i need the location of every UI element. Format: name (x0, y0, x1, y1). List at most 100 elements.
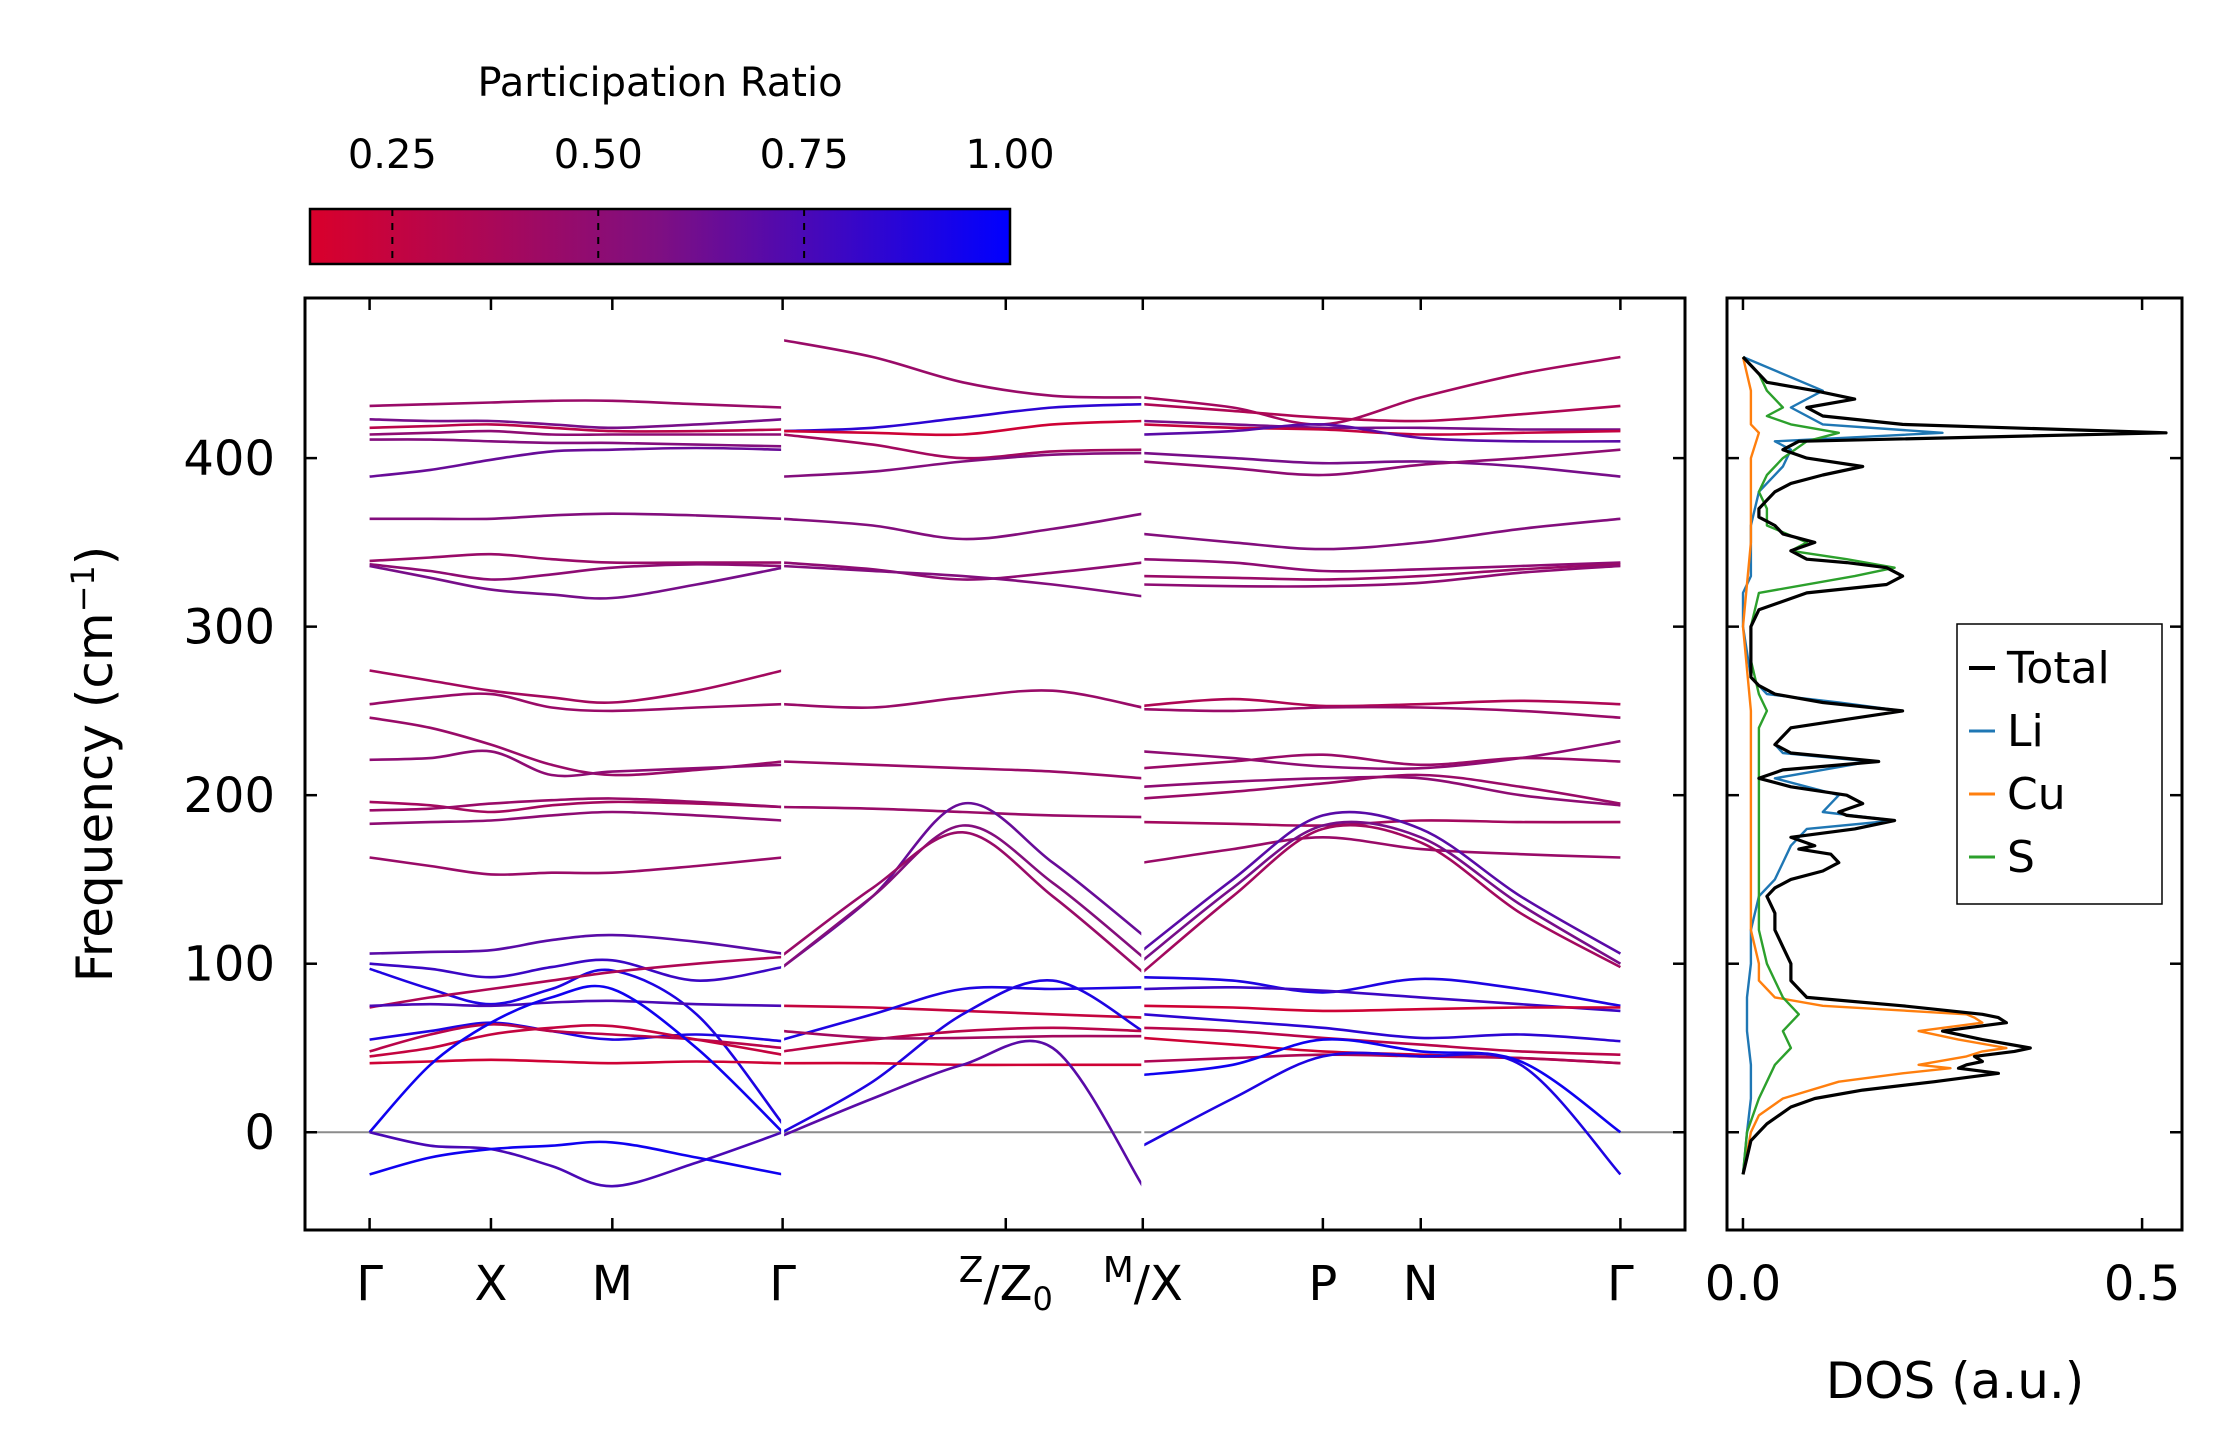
colorbar-tick-label: 0.75 (760, 132, 849, 178)
band-line (782, 985, 1143, 1041)
band-line (782, 1004, 1143, 1019)
kpoint-label: M (592, 1256, 633, 1312)
dos-y-axis (1727, 456, 2182, 1134)
band-line (1142, 402, 1621, 423)
band-line (1142, 451, 1621, 478)
legend-label-li: Li (2007, 706, 2044, 757)
band-line (369, 438, 783, 448)
dos-line-li (1741, 355, 1944, 1175)
colorbar-title: Participation Ratio (477, 60, 842, 106)
kpoint-label: X (475, 1256, 508, 1312)
band-line (369, 423, 783, 433)
band-line (369, 564, 783, 600)
band-line (369, 716, 783, 777)
band-line (1142, 1053, 1621, 1065)
band-line (1142, 739, 1621, 771)
colorbar-tick-label: 0.25 (348, 132, 437, 178)
band-line (1142, 705, 1621, 719)
kpoint-label: N (1403, 1256, 1439, 1312)
colorbar-ticks: 0.25 0.50 0.75 1.00 (348, 132, 1055, 264)
band-line (782, 689, 1144, 710)
band-line (369, 810, 783, 826)
band-line (782, 1026, 1143, 1053)
band-line (782, 1039, 1144, 1187)
colorbar: Participation Ratio 0.25 0.50 0.75 1.00 (308, 60, 1055, 266)
legend-label-total: Total (2006, 643, 2110, 694)
band-line (369, 512, 783, 521)
band-line (369, 552, 783, 565)
band-line (1142, 517, 1621, 551)
band-line (782, 433, 1143, 460)
band-line (369, 446, 783, 478)
band-y-tick-label: 400 (183, 431, 275, 487)
band-y-tick-label: 300 (183, 600, 275, 656)
dos-line-total (1741, 355, 2168, 1175)
band-line (369, 418, 783, 430)
band-line (1142, 773, 1621, 805)
segment-dividers (781, 300, 1145, 1228)
dos-line-cu (1741, 356, 2008, 1175)
band-line (782, 512, 1144, 541)
band-line (369, 856, 783, 876)
band-line (1142, 836, 1621, 864)
band-line (369, 1024, 783, 1058)
band-line (1142, 557, 1621, 573)
legend-label-s: S (2007, 832, 2035, 883)
band-line (782, 419, 1143, 437)
band-line (782, 451, 1143, 478)
band-structure-panel: 0 100 200 300 400 Γ X M Γ Z/Z0 M/X P N Γ Frequency (… (64, 296, 1687, 1318)
band-line (1142, 1013, 1621, 1043)
band-line (1142, 423, 1621, 436)
kpoint-label: M/X (1103, 1250, 1183, 1312)
dos-lines (1741, 355, 2168, 1175)
band-line (369, 967, 784, 1125)
band-line (1142, 422, 1621, 443)
band-line (1141, 810, 1622, 955)
kpoint-label: Γ (769, 1256, 796, 1312)
dos-x-tick-label: 0.5 (2104, 1256, 2180, 1312)
dos-x-axis: 0.0 0.5 (1705, 298, 2180, 1312)
band-line (782, 805, 1143, 819)
band-y-tick-label: 0 (244, 1105, 275, 1161)
band-line (782, 1029, 1143, 1040)
band-x-axis: Γ X M Γ Z/Z0 M/X P N Γ (356, 298, 1634, 1318)
band-line (369, 429, 783, 437)
dos-axes-frame (1725, 296, 2184, 1232)
bands (368, 338, 1622, 1188)
band-line (782, 338, 1143, 399)
band-line (1142, 1004, 1621, 1013)
band-line (1142, 355, 1621, 426)
band-line (1142, 419, 1621, 431)
band-line (369, 1058, 783, 1065)
band-y-axis-title: Frequency (cm−1) (64, 546, 124, 983)
band-line (1142, 564, 1621, 588)
band-line (782, 561, 1143, 581)
kpoint-label: P (1308, 1256, 1337, 1312)
band-segment-Gamma-Z/Z0-M/X (781, 338, 1144, 1187)
band-line (782, 564, 1143, 598)
band-segment-Gamma-X-M-Gamma (368, 399, 784, 1188)
band-line (369, 933, 783, 955)
band-y-axis: 0 100 200 300 400 (183, 431, 1685, 1161)
band-line (369, 1140, 783, 1176)
colorbar-tick-label: 0.50 (554, 132, 643, 178)
kpoint-label: Γ (356, 1256, 383, 1312)
kpoint-label: Γ (1607, 1256, 1634, 1312)
band-line (369, 562, 783, 581)
band-line (1142, 1037, 1622, 1134)
band-line (1142, 753, 1621, 770)
band-y-tick-label: 200 (183, 768, 275, 824)
band-line (1141, 823, 1622, 974)
band-line (369, 999, 783, 1008)
band-axes-frame (303, 296, 1687, 1232)
band-line (369, 958, 783, 982)
kpoint-label: Z/Z0 (959, 1250, 1053, 1318)
band-line (368, 984, 784, 1134)
band-line (1142, 1051, 1622, 1176)
band-line (369, 1130, 784, 1188)
band-line (1142, 975, 1621, 1008)
dos-x-axis-title: DOS (a.u.) (1826, 1352, 2085, 1410)
band-line (369, 749, 783, 778)
dos-panel: 0.0 0.5 DOS (a.u.) Total Li Cu S (1705, 296, 2184, 1410)
